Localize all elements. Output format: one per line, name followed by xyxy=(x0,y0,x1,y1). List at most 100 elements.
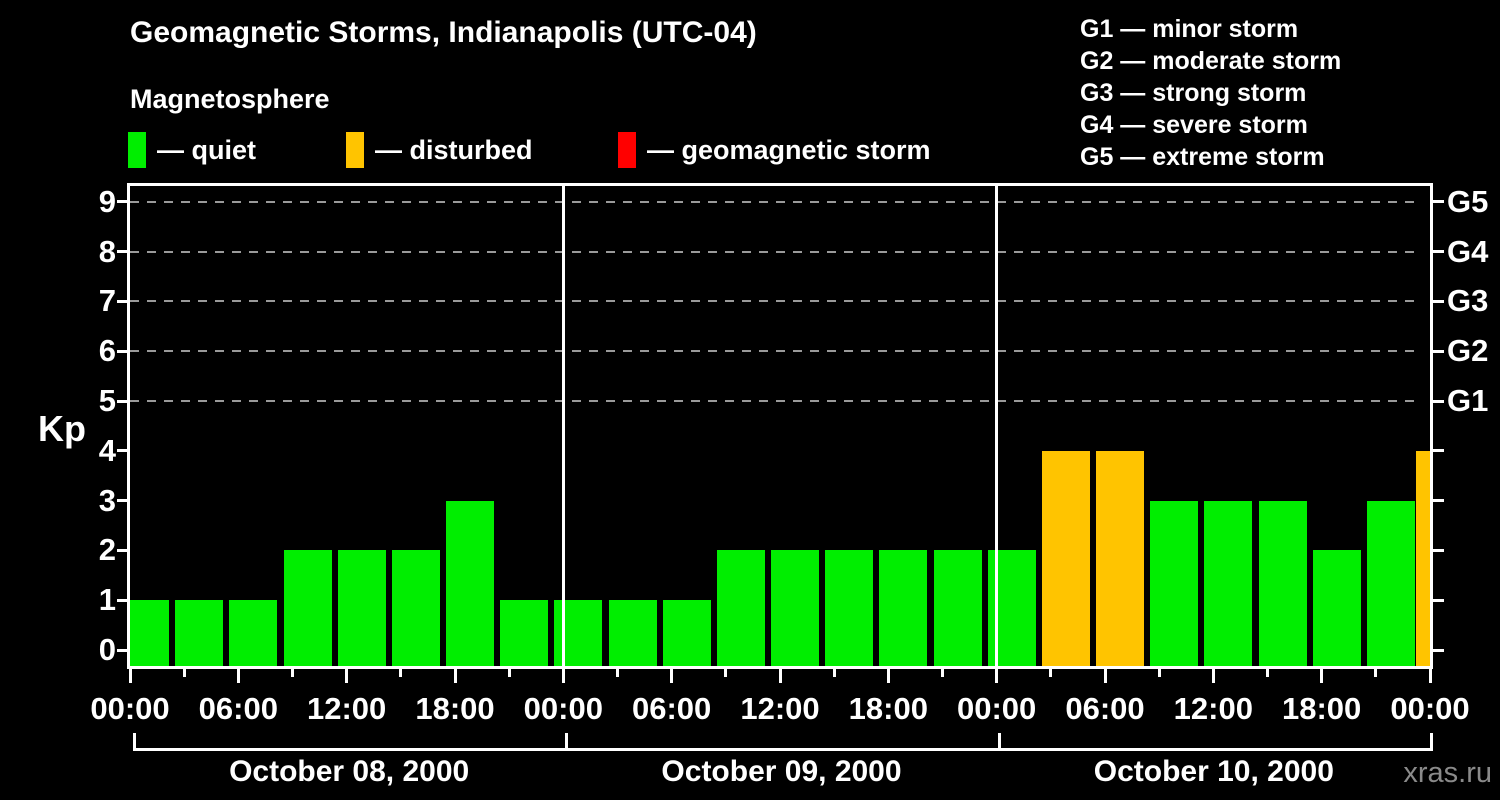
legend-swatch-disturbed xyxy=(346,132,364,168)
time-tick xyxy=(724,669,728,677)
kp-bar xyxy=(500,600,549,666)
day-divider xyxy=(561,186,565,666)
g-tick xyxy=(1433,399,1444,403)
kp-bar xyxy=(337,550,386,666)
kp-tick-label: 2 xyxy=(98,532,116,568)
g-tick-label: G5 xyxy=(1447,183,1489,219)
bracket-tick xyxy=(997,733,1001,751)
legend-item: — quiet xyxy=(128,131,256,169)
day-divider xyxy=(995,186,999,666)
time-tick xyxy=(778,669,782,683)
time-tick xyxy=(832,669,836,677)
time-tick-label: 18:00 xyxy=(848,691,928,726)
kp-bar xyxy=(1204,500,1253,666)
gridline-kp7 xyxy=(130,300,1422,303)
g-tick xyxy=(1433,200,1444,204)
chart-subtitle: Magnetosphere xyxy=(130,84,330,114)
time-tick xyxy=(507,669,511,677)
kp-tick-label: 9 xyxy=(98,183,116,219)
gridlines-layer xyxy=(130,186,1430,666)
kp-bar xyxy=(1258,500,1307,666)
kp-tick-label: 0 xyxy=(98,632,116,667)
kp-bar xyxy=(130,600,169,666)
kp-tick xyxy=(117,200,127,204)
date-label: October 10, 2000 xyxy=(1093,755,1334,788)
bars-layer xyxy=(130,186,1430,666)
time-tick xyxy=(399,669,403,677)
time-tick xyxy=(453,669,457,683)
time-tick-label: 00:00 xyxy=(957,691,1037,726)
time-tick xyxy=(236,669,240,683)
legend-label: — disturbed xyxy=(375,134,533,165)
bracket-tick xyxy=(1430,733,1433,751)
legend-item: — geomagnetic storm xyxy=(618,131,931,169)
time-tick xyxy=(291,669,294,677)
g-tick xyxy=(1433,499,1444,503)
kp-bar xyxy=(1366,500,1415,666)
g-tick-label: G4 xyxy=(1447,233,1489,269)
g-tick-label: G2 xyxy=(1447,333,1489,369)
kp-tick-label: 3 xyxy=(98,482,116,518)
time-tick xyxy=(995,669,999,683)
g-tick xyxy=(1433,299,1444,303)
kp-tick xyxy=(117,548,127,552)
time-tick xyxy=(941,669,944,677)
time-tick xyxy=(128,669,132,683)
kp-bar xyxy=(175,600,224,666)
kp-tick-label: 4 xyxy=(98,432,116,468)
time-tick xyxy=(1266,669,1269,677)
kp-tick xyxy=(117,399,127,403)
kp-tick xyxy=(117,449,127,453)
time-tick-label: 12:00 xyxy=(1173,691,1253,726)
g-tick xyxy=(1433,449,1444,453)
time-tick xyxy=(1157,669,1161,677)
time-tick-label: 06:00 xyxy=(1065,691,1145,726)
kp-tick-label: 5 xyxy=(98,383,116,418)
y-axis-label: Kp xyxy=(38,408,86,449)
legend-label: — geomagnetic storm xyxy=(647,134,931,165)
g-scale-legend-line: G1 — minor storm xyxy=(1080,15,1299,43)
gridline-kp5 xyxy=(130,400,1422,402)
g-tick xyxy=(1433,648,1444,652)
kp-bar xyxy=(1041,450,1090,666)
time-tick xyxy=(1103,669,1107,683)
kp-bar-partial xyxy=(1416,450,1430,666)
time-tick xyxy=(1428,669,1432,683)
time-tick xyxy=(561,669,565,683)
kp-bar xyxy=(1312,550,1361,666)
bracket-tick xyxy=(133,733,136,751)
time-tick-label: 18:00 xyxy=(1282,691,1362,726)
time-tick-label: 12:00 xyxy=(740,691,820,726)
time-tick xyxy=(345,669,349,683)
legend-swatch-storm xyxy=(618,132,636,168)
bracket-line xyxy=(133,748,1433,751)
kp-tick-label: 6 xyxy=(98,333,116,369)
day-divider-layer xyxy=(130,186,1430,666)
time-tick-label: 00:00 xyxy=(523,691,603,726)
g-scale-legend-line: G5 — extreme storm xyxy=(1080,143,1325,171)
kp-bar xyxy=(933,550,982,666)
g-scale-legend-line: G2 — moderate storm xyxy=(1080,47,1342,75)
g-scale-legend: G1 — minor storm G2 — moderate storm G3 — … xyxy=(1080,13,1341,173)
time-tick xyxy=(886,669,890,683)
time-tick xyxy=(182,669,186,677)
kp-tick xyxy=(117,250,127,254)
watermark: xras.ru xyxy=(1403,757,1492,789)
legend-swatch-quiet xyxy=(128,132,146,168)
time-tick-label: 00:00 xyxy=(1390,691,1470,726)
time-tick-label: 06:00 xyxy=(632,691,712,726)
kp-tick-label: 8 xyxy=(98,233,116,269)
time-tick xyxy=(1211,669,1215,683)
time-tick-label: 06:00 xyxy=(198,691,278,726)
kp-bar xyxy=(662,600,711,666)
legend-item: — disturbed xyxy=(346,131,533,169)
time-tick xyxy=(616,669,619,677)
g-tick-label: G1 xyxy=(1447,383,1489,418)
kp-bar xyxy=(771,550,819,666)
date-label: October 08, 2000 xyxy=(229,755,470,788)
kp-bar xyxy=(879,550,928,666)
time-tick-label: 12:00 xyxy=(307,691,387,726)
kp-bar xyxy=(229,600,278,666)
gridline-kp9 xyxy=(130,200,1422,203)
